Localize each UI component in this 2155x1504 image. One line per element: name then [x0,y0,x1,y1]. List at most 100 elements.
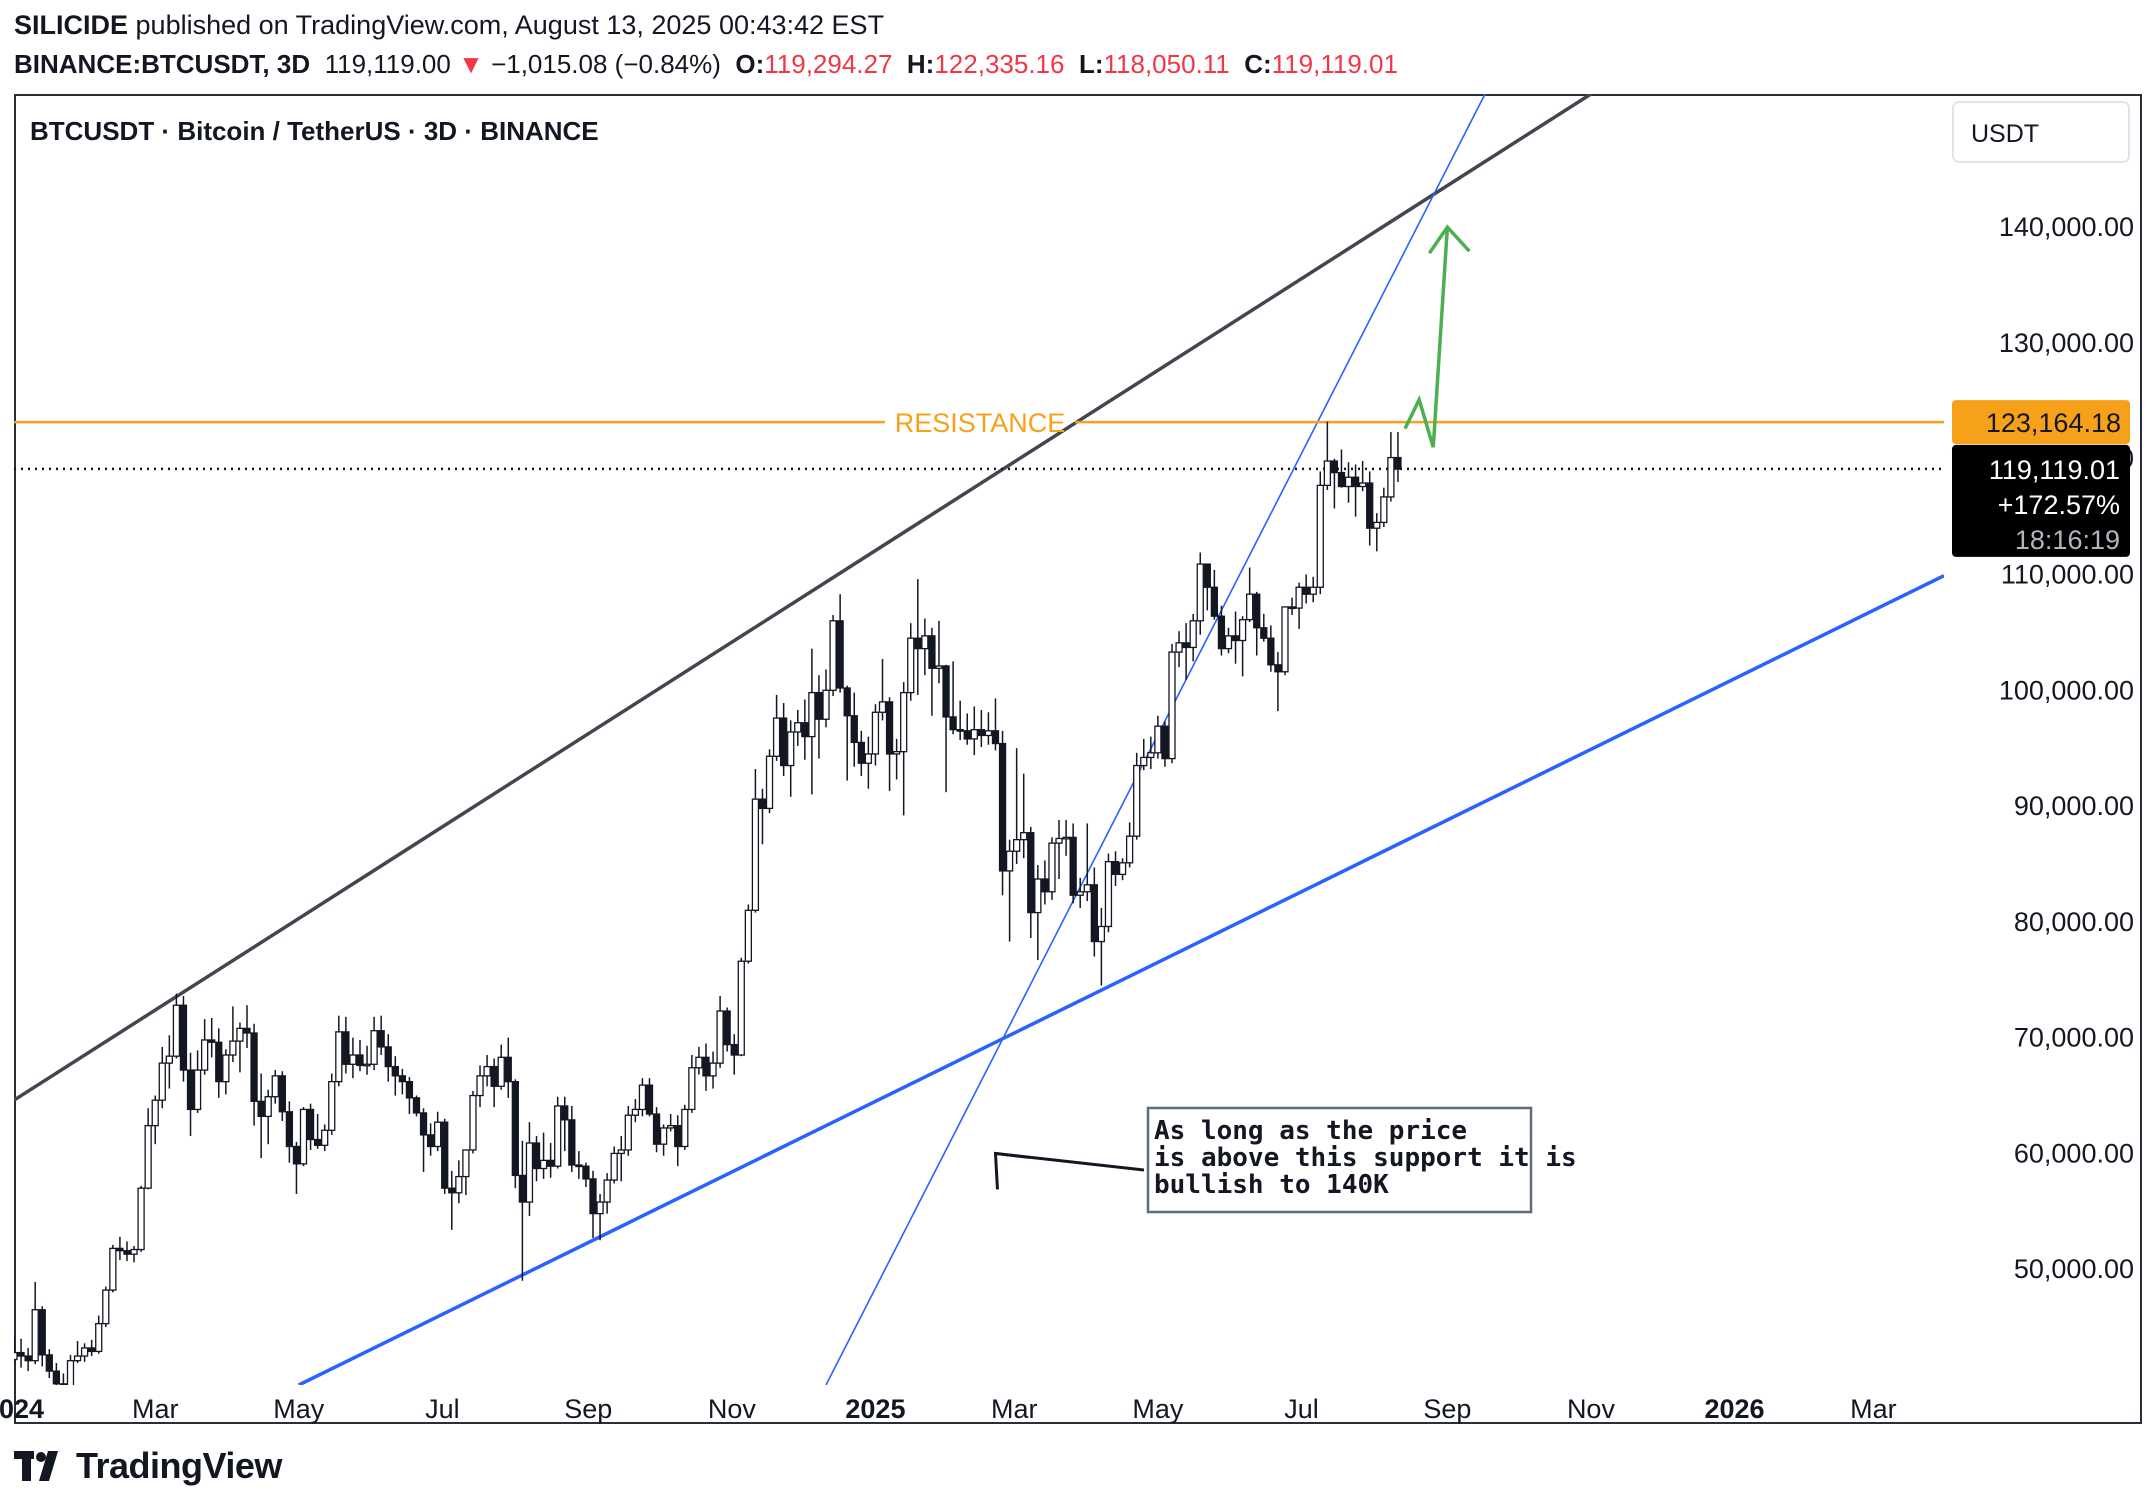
candle-body [596,1201,604,1215]
candle-body [200,1039,209,1071]
candle-body [1224,635,1233,650]
change-arrow: ▼ [458,49,484,79]
candle-body [102,1289,110,1325]
candle-body [751,798,760,911]
candle-body [504,1056,512,1083]
candle-body [723,1010,731,1046]
candle-body [250,1032,258,1102]
chart-title: BTCUSDT · Bitcoin / TetherUS · 3D · BINA… [30,116,599,146]
candle-body [24,1355,32,1362]
x-tick-label: 2025 [845,1394,905,1424]
currency-button[interactable] [1952,101,2130,163]
candle-body [674,1124,682,1148]
candle-body [772,717,781,757]
candle-body [1316,484,1324,588]
candle-body [617,1149,625,1155]
candle-body [349,1054,357,1065]
candle-body [716,1010,724,1064]
candle-body [123,1250,131,1255]
candle-body [843,687,851,717]
bar-countdown: 18:16:19 [2015,525,2120,555]
candle-body [568,1119,576,1166]
candle-body [1133,764,1141,837]
candle-body [483,1065,491,1077]
candle-body [1168,651,1176,760]
last-price-value: 119,119.01 [1989,455,2120,485]
y-tick-label: 110,000.00 [2001,560,2134,590]
candle-body [321,1129,329,1146]
candle-body [419,1112,428,1136]
high-value: 122,335.16 [934,49,1065,79]
y-tick-label: 70,000.00 [2014,1023,2134,1053]
tradingview-logo-icon [14,1451,58,1481]
candle-body [659,1127,668,1145]
candle-body [963,730,971,740]
candle-body [1351,476,1360,488]
candle-body [377,1030,385,1048]
candle-body [822,689,830,720]
candle-body [229,1040,237,1056]
candle-body [1217,615,1226,650]
candle-body [1274,664,1282,673]
x-tick-label: Nov [708,1394,757,1424]
candle-body [836,620,844,689]
candle-body [561,1105,569,1121]
annotation-box [1146,1106,1533,1214]
candle-body [787,731,795,767]
candle-body [1267,637,1275,666]
candle-body [278,1075,286,1113]
candle-body [306,1108,315,1141]
candle-body [1337,471,1346,488]
candle-body [892,751,901,755]
candle-body [603,1179,611,1203]
candle-body [1302,586,1310,595]
candle-body [335,1031,343,1083]
currency-label: USDT [1971,120,2039,148]
candle-body [942,665,950,718]
candle-body [356,1054,364,1067]
candle-body [95,1322,103,1353]
author: SILICIDE [14,10,129,40]
candle-body [109,1247,117,1291]
candle-body [554,1105,562,1167]
ohlc-bar: BINANCE:BTCUSDT, 3D 119,119.00 ▼ −1,015.… [14,49,1398,80]
annotation-line: is above this support it is [1154,1143,1577,1173]
candle-body [130,1248,138,1255]
candle-body [1373,521,1381,529]
candle-body [328,1080,336,1131]
resistance-label: RESISTANCE [895,408,1066,438]
channel-bottom-support-line [298,574,1944,1385]
candle-body [208,1039,216,1043]
drawings-layer: RESISTANCE [14,94,1944,1385]
last-price-tag [1952,444,2130,557]
x-tick-label: Mar [1850,1394,1897,1424]
candle-body [455,1175,463,1194]
candle-body [779,717,788,767]
candle-body [1323,460,1331,487]
x-tick-label: Jul [425,1394,460,1424]
candle-body [765,755,774,810]
candle-body [264,1096,272,1118]
open-value: 119,294.27 [764,49,893,79]
candle-body [1366,482,1374,529]
y-tick-label: 130,000.00 [1999,328,2134,358]
low-label: L: [1078,49,1104,79]
candle-body [193,1069,202,1111]
candle-body [1203,563,1211,588]
candle-body [1055,837,1063,844]
channel-top-line [14,94,1592,1102]
candle-body [991,730,1000,745]
y-tick-label: 80,000.00 [2014,907,2134,937]
candle-body [1288,606,1296,610]
tradingview-logo[interactable]: TradingView [14,1445,282,1487]
candle-body [907,637,915,694]
candle-body [794,722,802,733]
candle-body [88,1347,96,1353]
candle-body [1161,725,1169,760]
x-tick-label: Sep [564,1394,612,1424]
candle-body [730,1043,738,1056]
candle-body [342,1031,350,1065]
symbol: BINANCE:BTCUSDT, 3D [14,49,311,79]
candle-body [52,1370,61,1385]
